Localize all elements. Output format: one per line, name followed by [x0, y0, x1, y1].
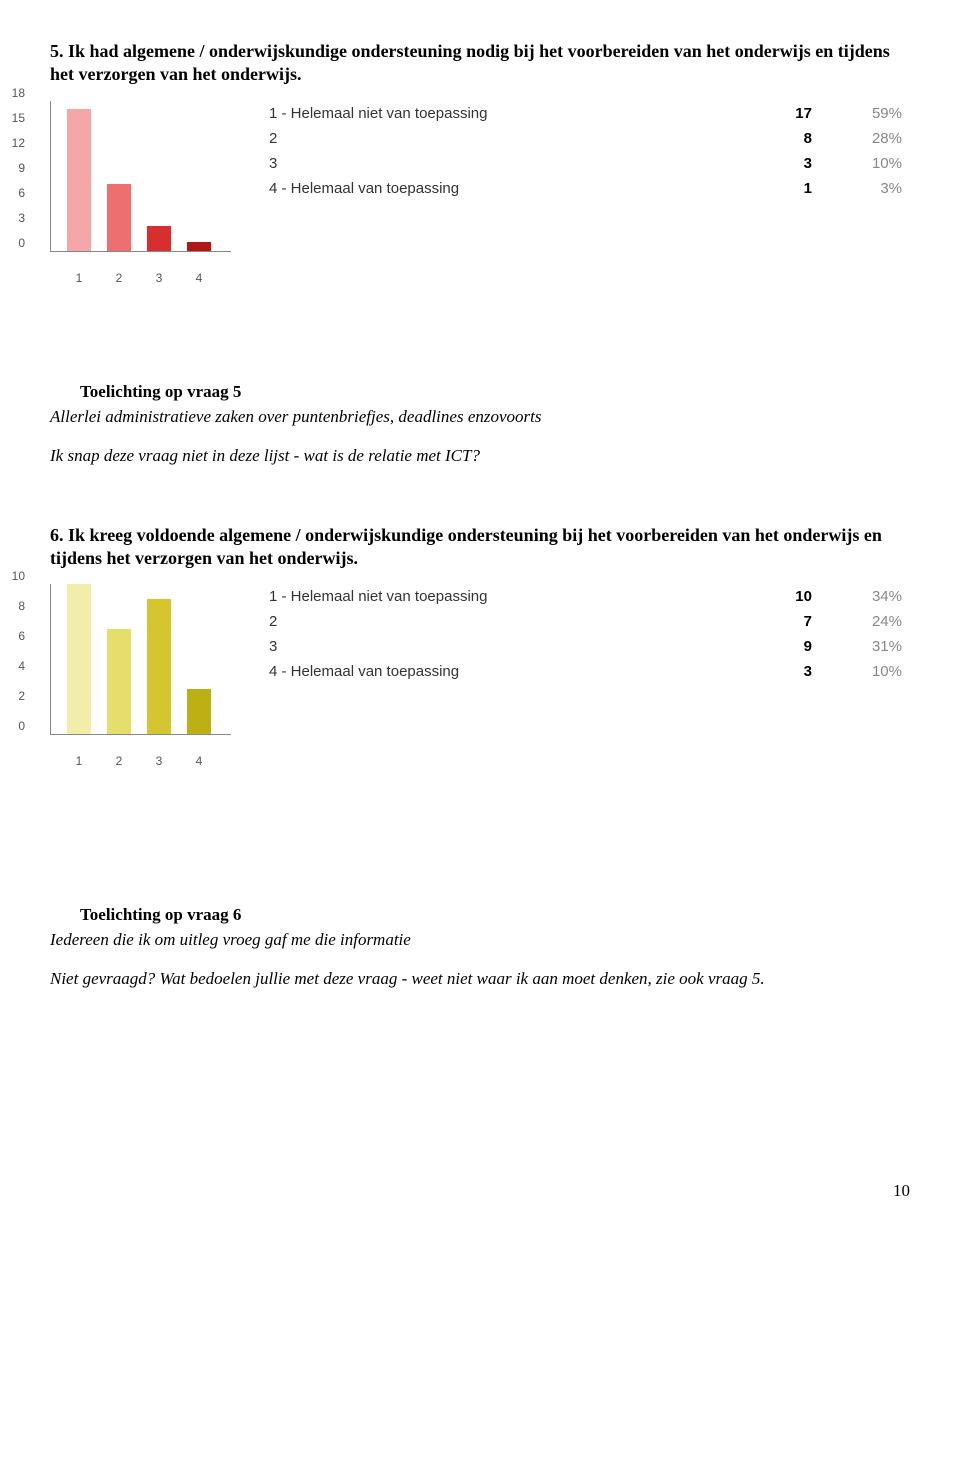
note5-line2: Ik snap deze vraag niet in deze lijst - … [50, 445, 910, 468]
row-count: 3 [730, 659, 820, 684]
row-label: 2 [261, 126, 730, 151]
question-5-title: 5. Ik had algemene / onderwijskundige on… [50, 40, 910, 87]
row-pct: 34% [820, 584, 910, 609]
note6-line2: Niet gevraagd? Wat bedoelen jullie met d… [50, 968, 910, 991]
row-label: 3 [261, 151, 730, 176]
row-pct: 10% [820, 659, 910, 684]
table-row: 4 - Helemaal van toepassing 1 3% [261, 176, 910, 201]
row-label: 4 - Helemaal van toepassing [261, 659, 730, 684]
row-label: 3 [261, 634, 730, 659]
q6-table: 1 - Helemaal niet van toepassing 10 34% … [261, 584, 910, 684]
row-label: 1 - Helemaal niet van toepassing [261, 101, 730, 126]
row-count: 8 [730, 126, 820, 151]
row-label: 2 [261, 609, 730, 634]
row-pct: 28% [820, 126, 910, 151]
note5-heading: Toelichting op vraag 5 [80, 382, 910, 402]
q6-row: 02468101234 1 - Helemaal niet van toepas… [50, 584, 910, 735]
note6-line1: Iedereen die ik om uitleg vroeg gaf me d… [50, 929, 910, 952]
q5-chart: 03691215181234 [50, 101, 231, 252]
table-row: 2 7 24% [261, 609, 910, 634]
table-row: 3 3 10% [261, 151, 910, 176]
row-pct: 24% [820, 609, 910, 634]
page-number: 10 [50, 1181, 910, 1201]
q6-chart: 02468101234 [50, 584, 231, 735]
row-label: 1 - Helemaal niet van toepassing [261, 584, 730, 609]
note6-heading: Toelichting op vraag 6 [80, 905, 910, 925]
q5-table: 1 - Helemaal niet van toepassing 17 59% … [261, 101, 910, 201]
row-count: 9 [730, 634, 820, 659]
row-pct: 10% [820, 151, 910, 176]
row-label: 4 - Helemaal van toepassing [261, 176, 730, 201]
table-row: 3 9 31% [261, 634, 910, 659]
row-count: 3 [730, 151, 820, 176]
table-row: 4 - Helemaal van toepassing 3 10% [261, 659, 910, 684]
row-count: 17 [730, 101, 820, 126]
question-6-title: 6. Ik kreeg voldoende algemene / onderwi… [50, 524, 910, 571]
row-count: 1 [730, 176, 820, 201]
table-row: 1 - Helemaal niet van toepassing 17 59% [261, 101, 910, 126]
q5-row: 03691215181234 1 - Helemaal niet van toe… [50, 101, 910, 252]
row-pct: 59% [820, 101, 910, 126]
row-count: 7 [730, 609, 820, 634]
row-pct: 3% [820, 176, 910, 201]
table-row: 2 8 28% [261, 126, 910, 151]
note5-line1: Allerlei administratieve zaken over punt… [50, 406, 910, 429]
table-row: 1 - Helemaal niet van toepassing 10 34% [261, 584, 910, 609]
row-count: 10 [730, 584, 820, 609]
row-pct: 31% [820, 634, 910, 659]
